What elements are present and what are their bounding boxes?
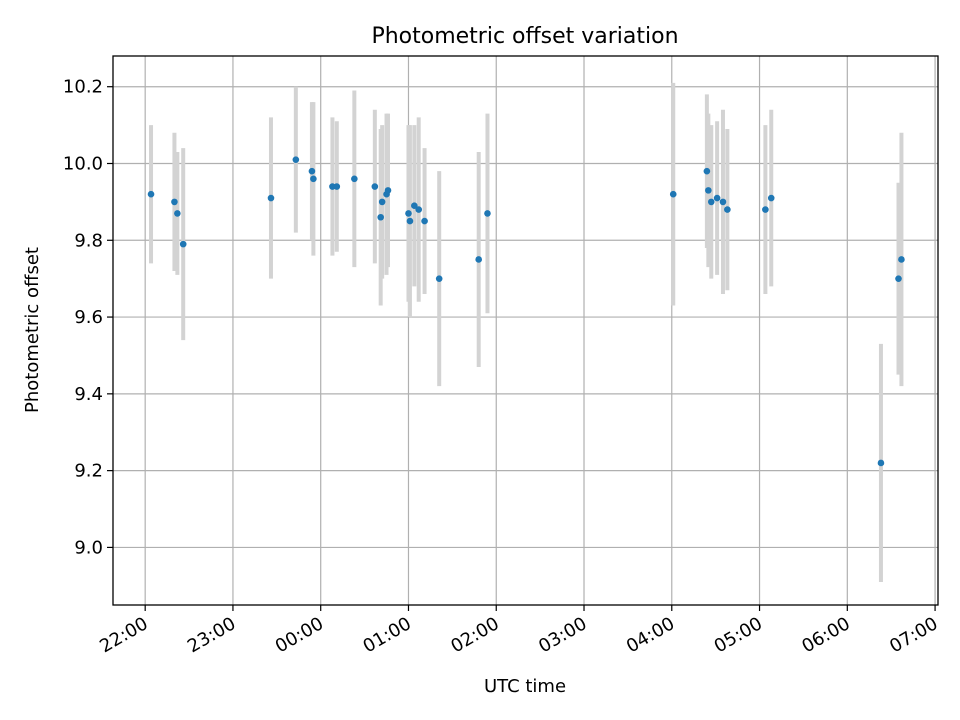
data-point [767,194,775,202]
data-point [435,275,443,282]
data-point [351,175,358,183]
y-tick-label: 10.2 [63,77,103,98]
y-tick-label: 9.0 [74,537,103,558]
data-point [484,210,491,217]
data-points [147,156,905,467]
data-point [415,206,423,213]
data-point [877,459,885,467]
data-point [411,202,418,210]
y-tick-label: 9.8 [74,230,103,251]
y-axis-label: Photometric offset [22,247,43,413]
data-point [405,210,412,217]
data-point [406,217,414,225]
plot-frame [112,55,939,606]
data-point [669,190,677,198]
y-tick-label: 10.0 [63,153,103,174]
data-point [895,275,902,282]
data-point [719,198,727,206]
grid [113,56,938,605]
data-point [724,206,731,213]
data-point [310,175,317,183]
data-point [762,206,769,213]
data-point [898,256,905,263]
data-point [707,198,715,206]
data-point [308,167,316,175]
y-tick-label: 9.4 [74,384,103,405]
data-point [705,187,712,194]
data-point [713,194,721,202]
data-point [267,194,275,202]
data-point [703,167,711,175]
chart-title: Photometric offset variation [371,24,678,49]
data-point [475,256,482,263]
data-point [333,183,341,190]
data-point [371,183,379,190]
data-point [384,187,392,194]
data-point [179,240,187,248]
data-point [292,156,300,163]
data-point [147,190,155,198]
data-point [174,210,181,217]
data-point [171,198,178,206]
data-point [378,198,386,206]
plot-background [113,56,938,605]
y-tick-label: 9.6 [74,307,103,328]
y-tick-label: 9.2 [74,461,103,482]
x-axis-label: UTC time [484,676,566,697]
data-point [421,217,428,225]
data-point [377,213,384,221]
